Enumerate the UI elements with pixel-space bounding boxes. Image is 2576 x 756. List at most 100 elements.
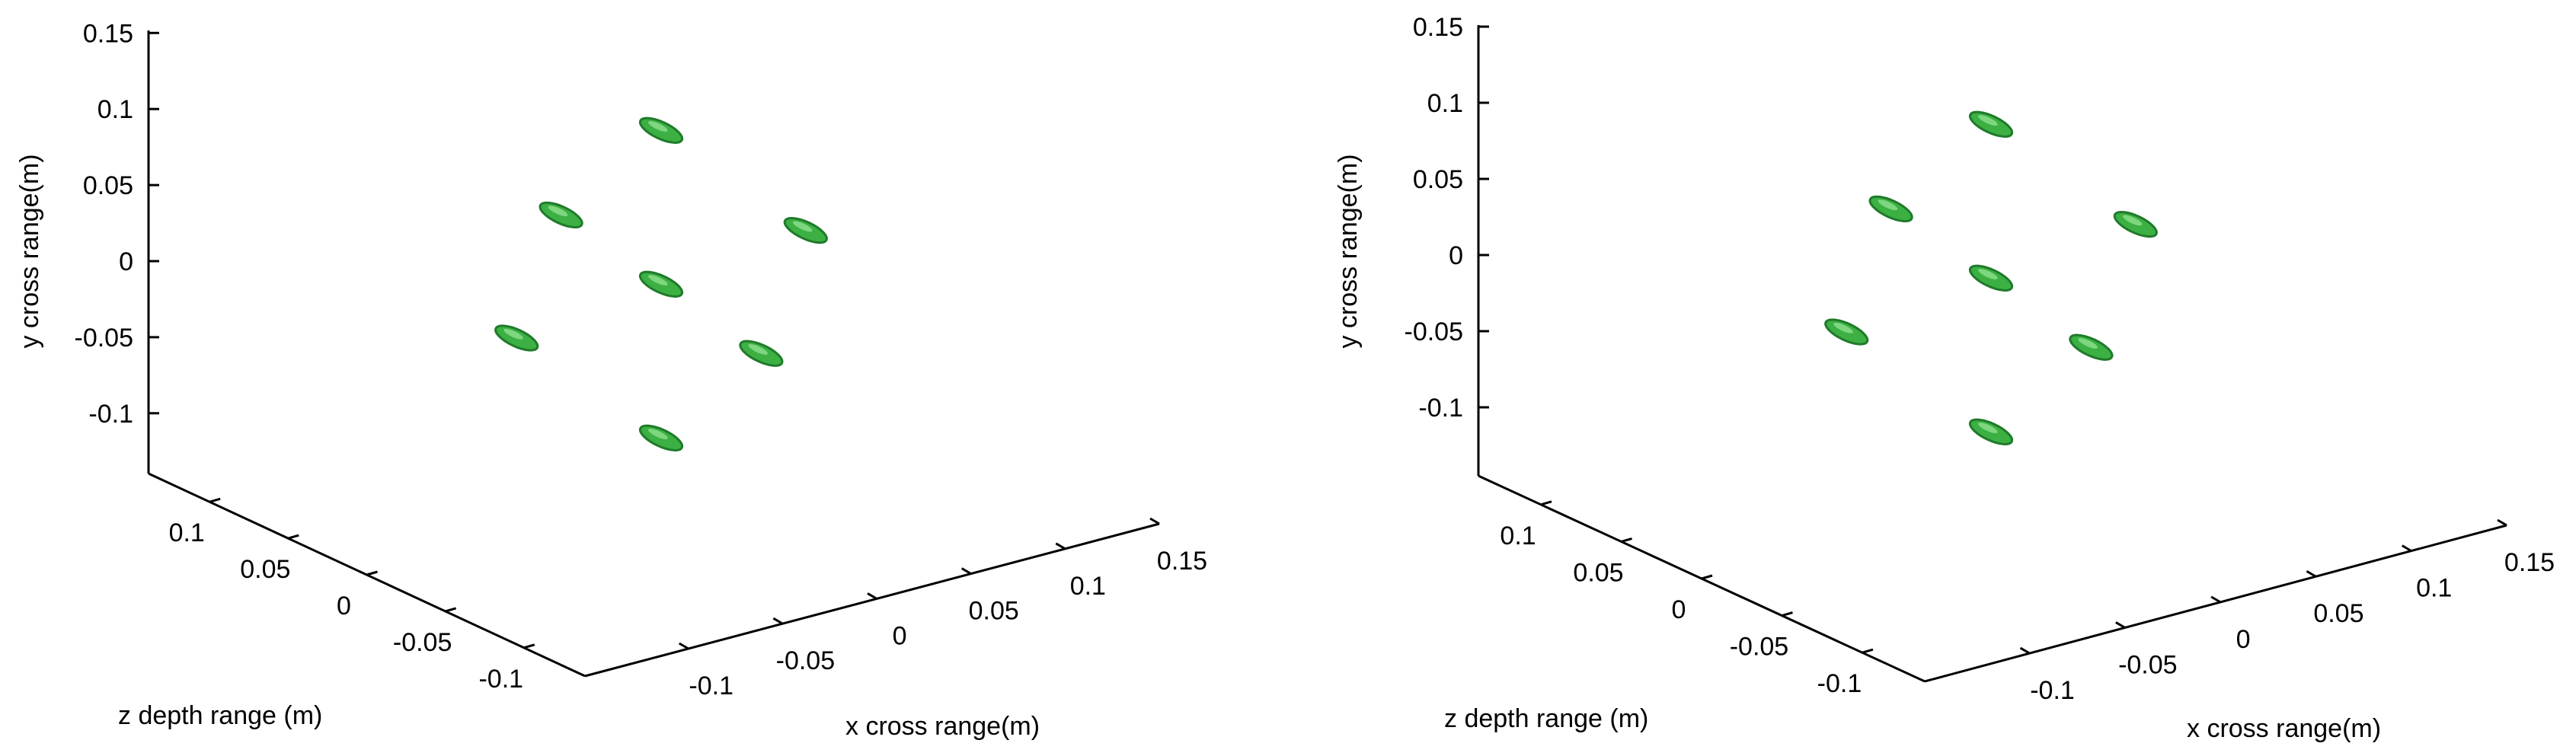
x-tick-label: 0.1 [2416, 574, 2452, 603]
z-axis-label: z depth range (m) [118, 701, 322, 730]
y-tick-label: -0.05 [75, 324, 134, 352]
z-tick-mark [287, 534, 299, 540]
data-point-highlight [1833, 322, 1853, 333]
data-point [783, 216, 828, 244]
y-axis-label: y cross range(m) [15, 154, 44, 348]
z-tick-mark [1701, 574, 1713, 580]
data-point-highlight [548, 206, 568, 217]
data-point [1968, 110, 2014, 138]
z-axis-label: z depth range (m) [1444, 704, 1648, 733]
y-tick-label: -0.05 [1405, 317, 1464, 346]
x-tick-label: -0.05 [776, 646, 836, 675]
x-tick-label: -0.1 [689, 671, 733, 700]
data-point [539, 201, 583, 229]
z-tick-mark [209, 497, 221, 503]
data-point [638, 270, 684, 298]
x-tick-mark [960, 567, 972, 575]
x-tick-mark [1149, 517, 1160, 525]
x-tick-label: 0.05 [969, 597, 1019, 626]
data-points [1824, 110, 2158, 445]
data-point [2069, 333, 2114, 361]
data-point [1868, 195, 1913, 223]
z-tick-label: 0 [1672, 595, 1686, 624]
x-ticks: -0.1 -0.05 0 0.05 0.1 0.15 [678, 517, 1207, 700]
x-tick-label: 0.15 [1157, 547, 1207, 576]
z-ticks: 0.1 0.05 0 -0.05 -0.1 [1500, 500, 1874, 698]
y-tick-label: 0.05 [1413, 165, 1463, 194]
z-tick-label: -0.1 [1817, 669, 1862, 698]
z-ticks: 0.1 0.05 0 -0.05 -0.1 [169, 497, 535, 694]
x-tick-mark [678, 642, 689, 650]
x-tick-label: 0.1 [1070, 572, 1106, 601]
data-point-highlight [648, 275, 668, 285]
x-tick-label: 0.15 [2504, 548, 2555, 577]
y-tick-label: -0.1 [88, 400, 133, 429]
data-point-highlight [1978, 115, 1998, 126]
x-tick-label: 0 [2236, 625, 2251, 654]
vertical-axis: -0.1 -0.05 0 0.05 0.1 0.15 [75, 19, 159, 474]
data-point-highlight [1978, 423, 1998, 433]
y-tick-label: 0.1 [1427, 89, 1463, 118]
x-axis-label: x cross range(m) [2187, 714, 2381, 743]
z-tick-label: 0 [337, 592, 351, 620]
data-point-highlight [648, 121, 668, 132]
x-tick-mark [2210, 595, 2221, 604]
x-tick-label: -0.1 [2030, 676, 2075, 705]
data-point-highlight [503, 328, 523, 340]
z-tick-mark [1862, 648, 1874, 654]
x-tick-mark [2306, 569, 2317, 578]
y-tick-label: 0.15 [1413, 13, 1463, 42]
y-axis-label: y cross range(m) [1334, 154, 1363, 348]
y-tick-label: 0 [119, 247, 133, 276]
data-point-highlight [2122, 215, 2143, 226]
x-tick-mark [772, 617, 784, 625]
data-point [638, 116, 684, 144]
y-tick-label: 0.15 [83, 19, 133, 48]
z-tick-label: 0.05 [240, 555, 290, 584]
data-point-highlight [2078, 338, 2098, 349]
z-tick-mark [1621, 537, 1632, 543]
x-ticks: -0.1 -0.05 0 0.05 0.1 0.15 [2019, 518, 2555, 705]
z-tick-mark [445, 607, 457, 613]
z-tick-label: 0.05 [1573, 558, 1623, 587]
x-tick-label: 0 [893, 621, 907, 650]
data-points [494, 116, 828, 451]
z-tick-mark [523, 643, 535, 649]
x-tick-mark [867, 592, 877, 600]
x-tick-mark [2115, 621, 2126, 629]
data-point [1968, 264, 2014, 292]
data-point [638, 424, 684, 451]
x-tick-mark [2401, 544, 2412, 552]
z-tick-label: -0.05 [1730, 633, 1789, 662]
y-tick-label: 0.05 [83, 171, 133, 200]
x-tick-label: -0.05 [2118, 650, 2178, 679]
x-axis-label: x cross range(m) [845, 712, 1040, 741]
x-tick-label: 0.05 [2313, 599, 2363, 628]
vertical-axis: -0.1 -0.05 0 0.05 0.1 0.15 [1405, 13, 1489, 476]
data-point-highlight [648, 429, 668, 439]
x-axis-line [1924, 524, 2507, 683]
x-tick-mark [2497, 518, 2507, 527]
z-tick-mark [366, 570, 378, 576]
y-tick-label: -0.1 [1418, 394, 1463, 423]
chart-left: -0.1 -0.05 0 0.05 0.1 0.15 0.1 0.05 0 -0.05 -0.1 … [15, 19, 1207, 741]
y-tick-label: 0 [1449, 241, 1463, 270]
data-point-highlight [1878, 199, 1898, 211]
z-tick-mark [1540, 500, 1552, 506]
data-point [1968, 418, 2014, 445]
data-point [494, 324, 539, 352]
x-tick-mark [2019, 646, 2031, 655]
z-tick-label: 0.1 [169, 518, 205, 547]
chart-right: -0.1 -0.05 0 0.05 0.1 0.15 0.1 0.05 0 -0.05 -0.1 … [1288, 0, 2576, 756]
data-point [739, 340, 784, 367]
data-point [2113, 210, 2158, 238]
y-ticks: -0.1 -0.05 0 0.05 0.1 0.15 [1405, 13, 1489, 423]
z-tick-mark [1782, 611, 1793, 617]
x-tick-mark [1055, 542, 1066, 550]
data-point [1824, 318, 1869, 346]
data-point-highlight [748, 344, 769, 355]
y-tick-label: 0.1 [97, 95, 133, 124]
z-tick-label: 0.1 [1500, 522, 1536, 550]
